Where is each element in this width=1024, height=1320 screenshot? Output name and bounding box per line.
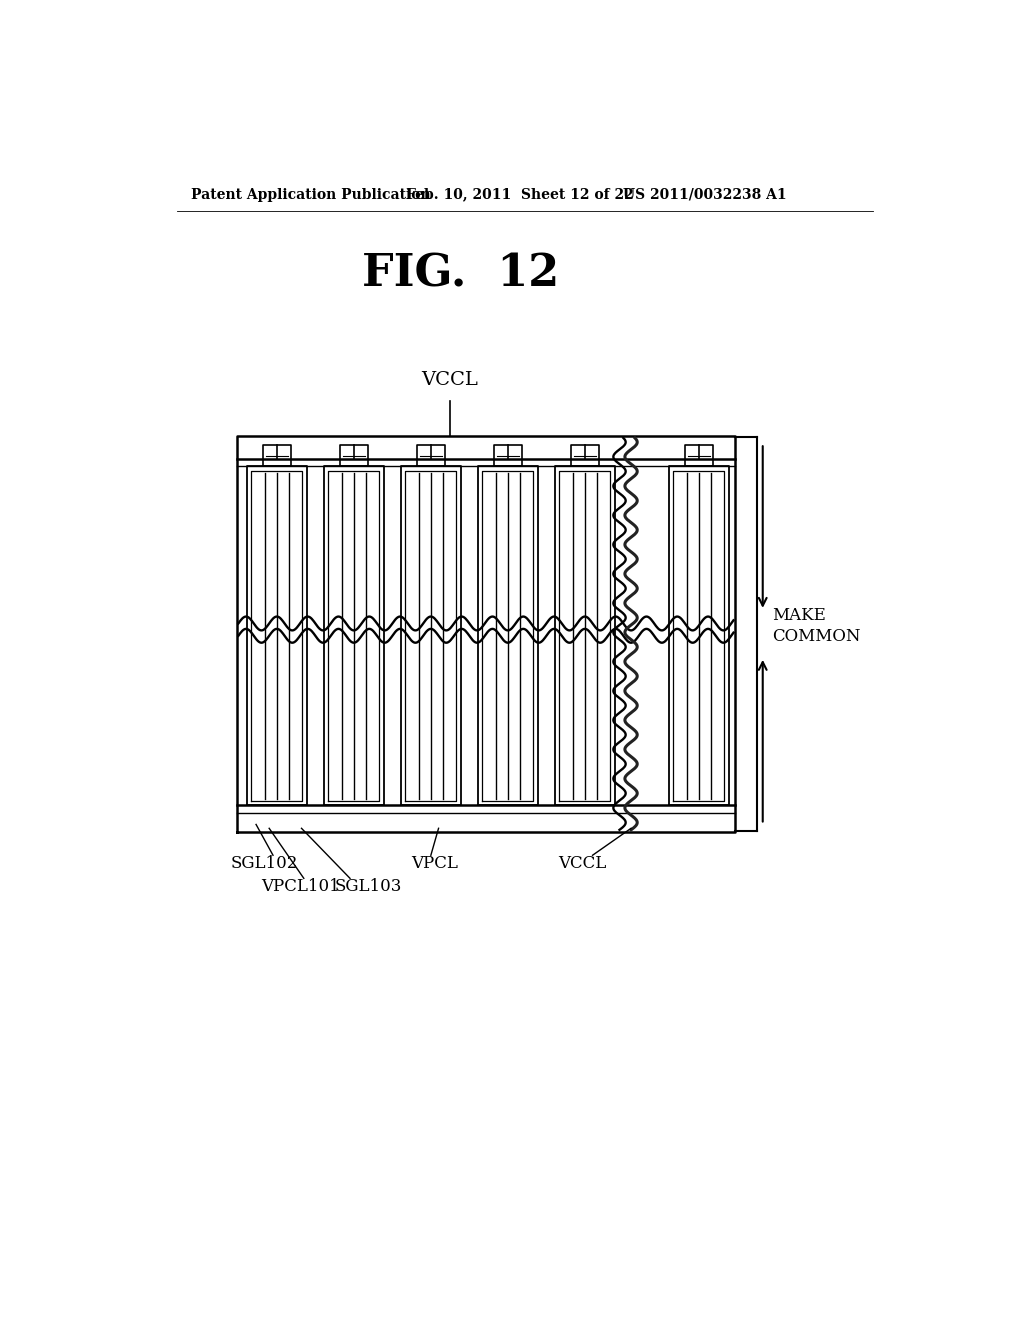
Text: MAKE
COMMON: MAKE COMMON xyxy=(772,607,860,645)
Text: SGL103: SGL103 xyxy=(335,878,402,895)
Text: Feb. 10, 2011  Sheet 12 of 22: Feb. 10, 2011 Sheet 12 of 22 xyxy=(407,187,634,202)
Text: SGL102: SGL102 xyxy=(230,855,298,873)
Text: VCCL: VCCL xyxy=(422,371,478,389)
Text: FIG.  12: FIG. 12 xyxy=(361,252,559,296)
Text: VPCL101: VPCL101 xyxy=(261,878,340,895)
Text: US 2011/0032238 A1: US 2011/0032238 A1 xyxy=(624,187,787,202)
Text: VPCL: VPCL xyxy=(412,855,459,873)
Text: Patent Application Publication: Patent Application Publication xyxy=(190,187,430,202)
Text: VCCL: VCCL xyxy=(558,855,606,873)
